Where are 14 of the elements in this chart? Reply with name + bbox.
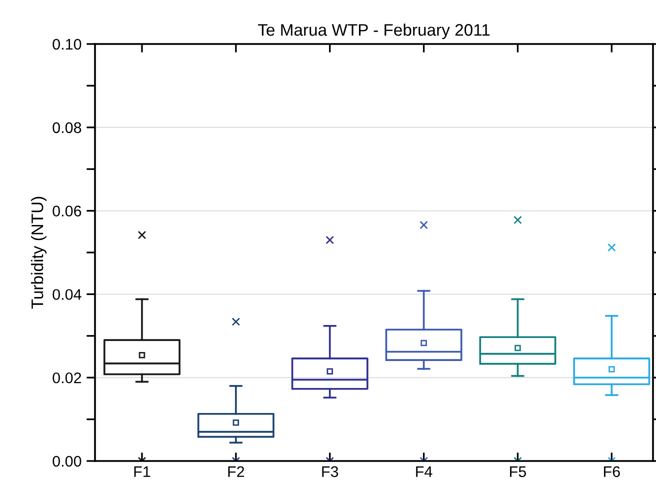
x-tick-label: F3	[322, 466, 338, 478]
y-tick-label: 0.02	[52, 372, 82, 384]
x-tick-label: F4	[416, 466, 432, 477]
y-tick-label: 0.00	[52, 456, 82, 467]
x-tick-label: F5	[510, 466, 526, 478]
y-tick-label: 0.10	[52, 38, 82, 50]
x-tick-label: F1	[134, 466, 150, 477]
y-tick-label: 0.08	[52, 122, 82, 134]
chart-title: Te Marua WTP - February 2011	[258, 24, 490, 40]
y-tick-label: 0.04	[52, 289, 82, 300]
x-tick-label: F2	[228, 466, 244, 477]
y-tick-label: 0.06	[52, 206, 82, 216]
x-tick-label: F6	[604, 466, 620, 478]
y-axis-title: Turbidity (NTU)	[30, 196, 47, 309]
